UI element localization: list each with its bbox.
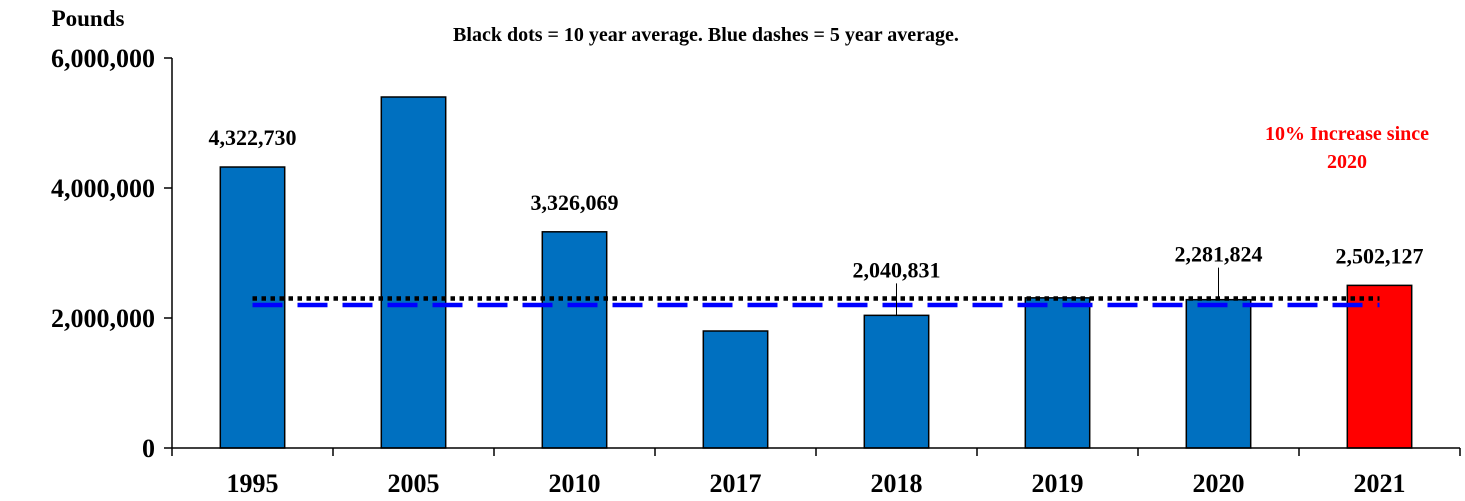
x-tick-label: 2018 [871, 469, 923, 498]
bar-2018 [863, 314, 930, 449]
axes-group [164, 57, 1461, 456]
labels-group: 0 2,000,000 4,000,000 6,000,000 1995 2005 2010… [51, 44, 1424, 498]
bars-group [219, 96, 1413, 449]
x-tick-label: 1995 [227, 469, 279, 498]
chart-subtitle: Black dots = 10 year average. Blue dashe… [453, 24, 959, 46]
data-label-2020: 2,281,824 [1175, 242, 1263, 267]
data-label-1995: 4,322,730 [209, 125, 297, 150]
data-label-2021: 2,502,127 [1336, 243, 1424, 268]
bar-2005 [380, 96, 447, 449]
y-tick-label: 6,000,000 [51, 44, 155, 73]
y-tick-label: 0 [142, 434, 155, 463]
reference-lines-group [252, 296, 1380, 308]
bar-2020 [1185, 298, 1252, 449]
y-axis-label: Pounds [52, 6, 125, 31]
bar-1995 [219, 166, 286, 449]
x-tick-label: 2019 [1032, 469, 1084, 498]
bar-2021 [1346, 284, 1413, 449]
y-tick-label: 4,000,000 [51, 174, 155, 203]
data-label-2018: 2,040,831 [853, 257, 941, 282]
data-label-2010: 3,326,069 [531, 190, 619, 215]
x-tick-label: 2005 [388, 469, 440, 498]
x-tick-label: 2017 [710, 469, 762, 498]
x-tick-label: 2020 [1193, 469, 1245, 498]
y-tick-label: 2,000,000 [51, 304, 155, 333]
bar-2019 [1024, 297, 1091, 449]
bar-2010 [541, 231, 608, 449]
x-tick-label: 2021 [1354, 469, 1406, 498]
annotation-line-2: 2020 [1327, 151, 1367, 173]
bar-2017 [702, 330, 769, 449]
x-tick-label: 2010 [549, 469, 601, 498]
annotation-line-1: 10% Increase since [1265, 123, 1429, 145]
